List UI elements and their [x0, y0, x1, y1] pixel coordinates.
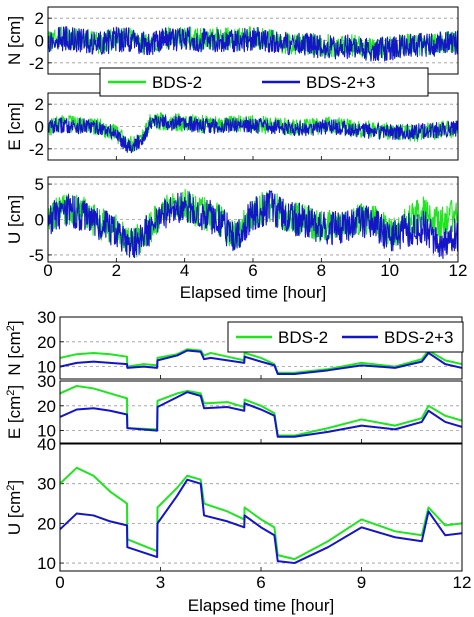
x-tick-label: 6 [256, 573, 265, 592]
x-axis-label: Elapsed time [hour] [188, 596, 334, 615]
x-tick-label: 3 [156, 573, 165, 592]
series-group [60, 384, 462, 438]
series-group [48, 26, 458, 62]
x-axis-label: Elapsed time [hour] [180, 283, 326, 302]
series-line-bds-2 [60, 384, 462, 437]
y-axis-label: U [cm2] [5, 480, 24, 535]
y-axis-label: N [cm2] [5, 320, 24, 375]
x-tick-label: 0 [55, 573, 64, 592]
series-line-bds-2-3 [60, 478, 462, 565]
plot-area [60, 444, 462, 571]
y-axis-label: N [cm] [5, 16, 24, 65]
x-tick-label: 8 [317, 261, 326, 280]
y-tick-label: 0 [35, 118, 44, 137]
y-tick-label: 30 [37, 475, 56, 494]
x-tick-label: 12 [453, 573, 472, 592]
y-tick-label: 2 [35, 9, 44, 28]
series-group [48, 188, 458, 260]
x-tick-label: 0 [43, 261, 52, 280]
y-tick-label: 0 [35, 32, 44, 51]
x-tick-label: 10 [380, 261, 399, 280]
series-group [60, 466, 462, 565]
y-axis-label: U [cm] [5, 195, 24, 244]
y-tick-label: 10 [37, 358, 56, 377]
y-tick-label: 2 [35, 95, 44, 114]
legend-label: BDS-2 [152, 73, 202, 92]
legend-label: BDS-2+3 [384, 328, 453, 347]
x-tick-label: 4 [180, 261, 189, 280]
y-tick-label: -5 [29, 246, 44, 265]
series-line-bds-2-3 [60, 391, 462, 438]
series-line-bds-2-3 [60, 349, 462, 376]
y-axis-label: E [cm] [5, 102, 24, 150]
y-tick-label: 10 [37, 422, 56, 441]
series-group [48, 112, 458, 154]
x-tick-label: 6 [248, 261, 257, 280]
y-tick-label: 30 [37, 308, 56, 327]
x-tick-label: 9 [357, 573, 366, 592]
x-tick-label: 12 [449, 261, 468, 280]
legend-label: BDS-2 [278, 328, 328, 347]
y-tick-label: 10 [37, 554, 56, 573]
series-line-bds-2-3 [48, 190, 458, 260]
series-group [60, 348, 462, 376]
y-tick-label: 20 [37, 333, 56, 352]
y-tick-label: 20 [37, 514, 56, 533]
series-line-bds-2-3 [48, 26, 458, 62]
y-tick-label: 5 [35, 175, 44, 194]
series-line-bds-2-3 [48, 114, 458, 154]
y-tick-label: 0 [35, 211, 44, 230]
y-tick-label: 20 [37, 397, 56, 416]
y-tick-label: 30 [37, 372, 56, 391]
series-line-bds-2 [60, 466, 462, 561]
y-tick-label: -2 [29, 140, 44, 159]
y-tick-label: -2 [29, 54, 44, 73]
x-tick-label: 2 [112, 261, 121, 280]
series-line-bds-2 [60, 348, 462, 374]
y-axis-label: E [cm2] [5, 385, 24, 439]
legend-label: BDS-2+3 [306, 73, 375, 92]
y-tick-label: 40 [37, 435, 56, 454]
